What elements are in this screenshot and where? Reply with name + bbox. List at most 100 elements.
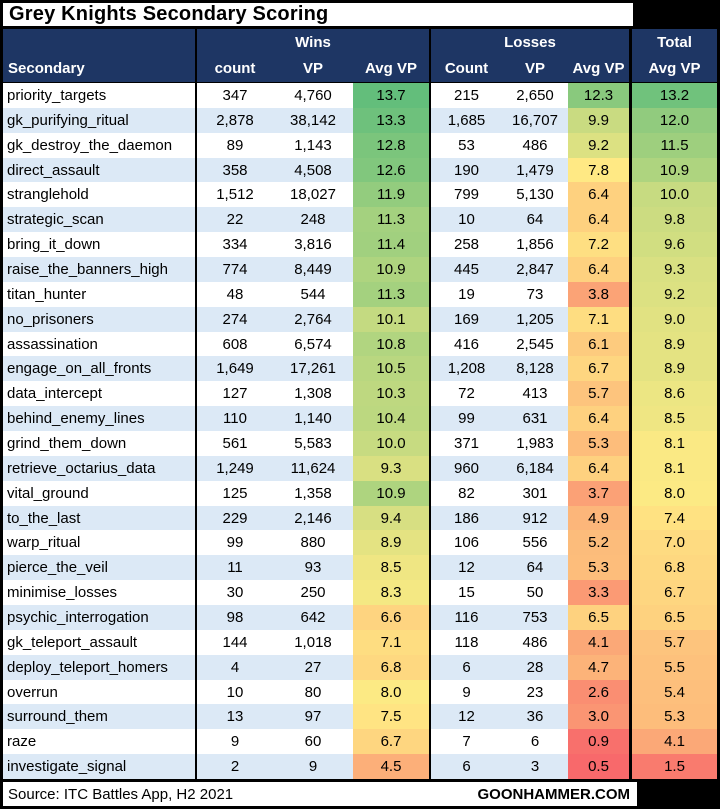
table-row: bring_it_down 334 3,816 11.4 258 1,856 7.2 9.6 bbox=[3, 232, 717, 258]
losses-avgvp-cell: 3.7 bbox=[568, 480, 632, 506]
losses-count-cell: 258 bbox=[453, 236, 480, 254]
secondary-name-cell: surround_them bbox=[3, 704, 197, 730]
wins-avgvp-cell: 9.4 bbox=[353, 505, 431, 531]
wins-vp-cell: 248 bbox=[300, 211, 326, 229]
wins-vp-cell: 1,308 bbox=[294, 385, 332, 403]
wins-count-cell: 30 bbox=[226, 584, 244, 602]
losses-vp-cell: 64 bbox=[526, 211, 544, 229]
page-title: Grey Knights Secondary Scoring bbox=[9, 3, 329, 25]
wins-vp-cell: 1,018 bbox=[294, 633, 332, 651]
table-row: gk_teleport_assault 144 1,018 7.1 118 486 4.1 5… bbox=[3, 629, 717, 655]
wins-vp-cell: 18,027 bbox=[290, 186, 336, 204]
table-row: strategic_scan 22 248 11.3 10 64 6.4 9.8 bbox=[3, 207, 717, 233]
losses-vp-cell: 486 bbox=[522, 633, 548, 651]
table-row: gk_destroy_the_daemon 89 1,143 12.8 53 486 9.2… bbox=[3, 132, 717, 158]
losses-count-cell: 371 bbox=[453, 434, 480, 452]
title-bar: Grey Knights Secondary Scoring bbox=[3, 0, 717, 29]
wins-count-cell: 144 bbox=[222, 633, 248, 651]
secondary-name-cell: retrieve_octarius_data bbox=[3, 455, 197, 481]
wins-count-cell: 110 bbox=[223, 410, 247, 428]
total-avgvp-cell: 4.1 bbox=[632, 729, 717, 755]
losses-count-cell: 12 bbox=[458, 559, 475, 577]
losses-avgvp-cell: 5.3 bbox=[568, 431, 632, 456]
wins-avgvp-cell: 12.8 bbox=[353, 132, 431, 158]
source-note: Source: ITC Battles App, H2 2021 bbox=[8, 785, 234, 803]
wins-count-cell: 98 bbox=[226, 608, 244, 626]
table-row: stranglehold 1,512 18,027 11.9 799 5,130 6.4 10… bbox=[3, 182, 717, 208]
table-row: to_the_last 229 2,146 9.4 186 912 4.9 7.4 bbox=[3, 505, 717, 531]
losses-avgvp-cell: 5.7 bbox=[568, 381, 632, 407]
wins-avgvp-cell: 10.9 bbox=[353, 480, 431, 506]
wins-count-cell: 10 bbox=[226, 683, 244, 701]
losses-count-cell: 6 bbox=[462, 658, 471, 676]
losses-vp-cell: 753 bbox=[522, 608, 548, 626]
losses-avgvp-cell: 6.4 bbox=[568, 257, 632, 282]
losses-avgvp-cell: 9.9 bbox=[568, 107, 632, 133]
wins-vp-cell: 60 bbox=[304, 733, 322, 751]
secondary-name-cell: stranglehold bbox=[3, 182, 197, 208]
losses-vp-cell: 28 bbox=[526, 658, 544, 676]
footer-bar: Source: ITC Battles App, H2 2021 GOONHAM… bbox=[3, 779, 717, 806]
losses-count-cell: 106 bbox=[453, 534, 480, 552]
losses-vp-cell: 8,128 bbox=[516, 360, 554, 378]
losses-avgvp-cell: 6.7 bbox=[568, 356, 632, 382]
wins-avgvp-cell: 11.3 bbox=[353, 281, 431, 307]
losses-count-cell: 416 bbox=[453, 335, 480, 353]
losses-vp-cell: 2,847 bbox=[516, 260, 554, 278]
column-header-losses-vp: VP bbox=[524, 60, 545, 77]
wins-count-cell: 1,512 bbox=[216, 186, 254, 204]
total-avgvp-cell: 9.2 bbox=[632, 281, 717, 307]
losses-avgvp-cell: 4.1 bbox=[568, 629, 632, 655]
losses-vp-cell: 301 bbox=[522, 484, 548, 502]
table-row: no_prisoners 274 2,764 10.1 169 1,205 7.1 9.0 bbox=[3, 306, 717, 332]
secondary-name-cell: gk_purifying_ritual bbox=[3, 107, 197, 133]
secondary-name-cell: pierce_the_veil bbox=[3, 555, 197, 581]
column-header-losses-count: Count bbox=[444, 60, 489, 77]
table-row: grind_them_down 561 5,583 10.0 371 1,983 5.3 8.… bbox=[3, 431, 717, 456]
total-avgvp-cell: 5.3 bbox=[632, 704, 717, 730]
losses-count-cell: 15 bbox=[458, 584, 475, 602]
losses-vp-cell: 556 bbox=[522, 534, 548, 552]
losses-avgvp-cell: 6.5 bbox=[568, 605, 632, 630]
wins-vp-cell: 6,574 bbox=[294, 335, 332, 353]
secondary-name-cell: data_intercept bbox=[3, 381, 197, 407]
losses-vp-cell: 3 bbox=[530, 758, 540, 776]
wins-vp-cell: 93 bbox=[304, 559, 322, 577]
losses-count-cell: 72 bbox=[458, 385, 475, 403]
total-avgvp-cell: 8.1 bbox=[632, 431, 717, 456]
losses-count-cell: 445 bbox=[453, 260, 480, 278]
total-avgvp-cell: 9.0 bbox=[632, 306, 717, 332]
losses-vp-cell: 16,707 bbox=[512, 111, 558, 129]
table-row: vital_ground 125 1,358 10.9 82 301 3.7 8.0 bbox=[3, 480, 717, 506]
wins-avgvp-cell: 8.3 bbox=[353, 580, 431, 606]
losses-avgvp-cell: 6.4 bbox=[568, 406, 632, 432]
wins-count-cell: 2 bbox=[230, 758, 240, 776]
table-row: assassination 608 6,574 10.8 416 2,545 6.1 8.9 bbox=[3, 331, 717, 357]
wins-count-cell: 229 bbox=[222, 509, 248, 527]
wins-vp-cell: 80 bbox=[304, 683, 322, 701]
total-avgvp-cell: 9.3 bbox=[632, 257, 717, 282]
secondary-name-cell: grind_them_down bbox=[3, 431, 197, 456]
wins-avgvp-cell: 11.4 bbox=[353, 232, 431, 258]
losses-vp-cell: 1,205 bbox=[516, 310, 554, 328]
secondary-name-cell: titan_hunter bbox=[3, 281, 197, 307]
wins-vp-cell: 642 bbox=[300, 608, 326, 626]
losses-avgvp-cell: 5.3 bbox=[568, 555, 632, 581]
wins-avgvp-cell: 9.3 bbox=[353, 455, 431, 481]
total-avgvp-cell: 8.1 bbox=[632, 455, 717, 481]
losses-avgvp-cell: 6.4 bbox=[568, 455, 632, 481]
table-row: psychic_interrogation 98 642 6.6 116 753 6.5 6.… bbox=[3, 605, 717, 630]
column-header-secondary: Secondary bbox=[3, 55, 197, 82]
losses-vp-cell: 486 bbox=[522, 136, 548, 154]
wins-count-cell: 9 bbox=[230, 733, 240, 751]
wins-count-cell: 4 bbox=[230, 658, 240, 676]
column-header-wins-count: count bbox=[214, 60, 256, 77]
wins-vp-cell: 3,816 bbox=[294, 236, 332, 254]
secondary-name-cell: behind_enemy_lines bbox=[3, 406, 197, 432]
table-row: titan_hunter 48 544 11.3 19 73 3.8 9.2 bbox=[3, 281, 717, 307]
losses-vp-cell: 36 bbox=[526, 708, 544, 726]
losses-count-cell: 1,685 bbox=[447, 111, 486, 129]
losses-vp-cell: 5,130 bbox=[516, 186, 554, 204]
total-avgvp-cell: 8.9 bbox=[632, 356, 717, 382]
